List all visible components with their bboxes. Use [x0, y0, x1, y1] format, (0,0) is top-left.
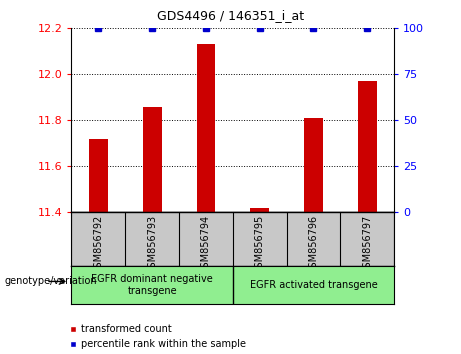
Text: GSM856793: GSM856793: [147, 215, 157, 274]
Text: GSM856796: GSM856796: [308, 215, 319, 274]
Legend: transformed count, percentile rank within the sample: transformed count, percentile rank withi…: [70, 324, 246, 349]
Text: EGFR dominant negative
transgene: EGFR dominant negative transgene: [91, 274, 213, 296]
Bar: [358, 81, 377, 212]
Text: EGFR activated transgene: EGFR activated transgene: [249, 280, 378, 290]
Bar: [250, 208, 269, 212]
Text: genotype/variation: genotype/variation: [5, 276, 97, 286]
Bar: [196, 45, 215, 212]
Text: GSM856794: GSM856794: [201, 215, 211, 274]
Text: GDS4496 / 146351_i_at: GDS4496 / 146351_i_at: [157, 9, 304, 22]
Text: GSM856795: GSM856795: [254, 215, 265, 274]
Bar: [89, 139, 108, 212]
Text: GSM856797: GSM856797: [362, 215, 372, 274]
Bar: [304, 118, 323, 212]
Bar: [143, 107, 161, 212]
Text: GSM856792: GSM856792: [93, 215, 103, 274]
